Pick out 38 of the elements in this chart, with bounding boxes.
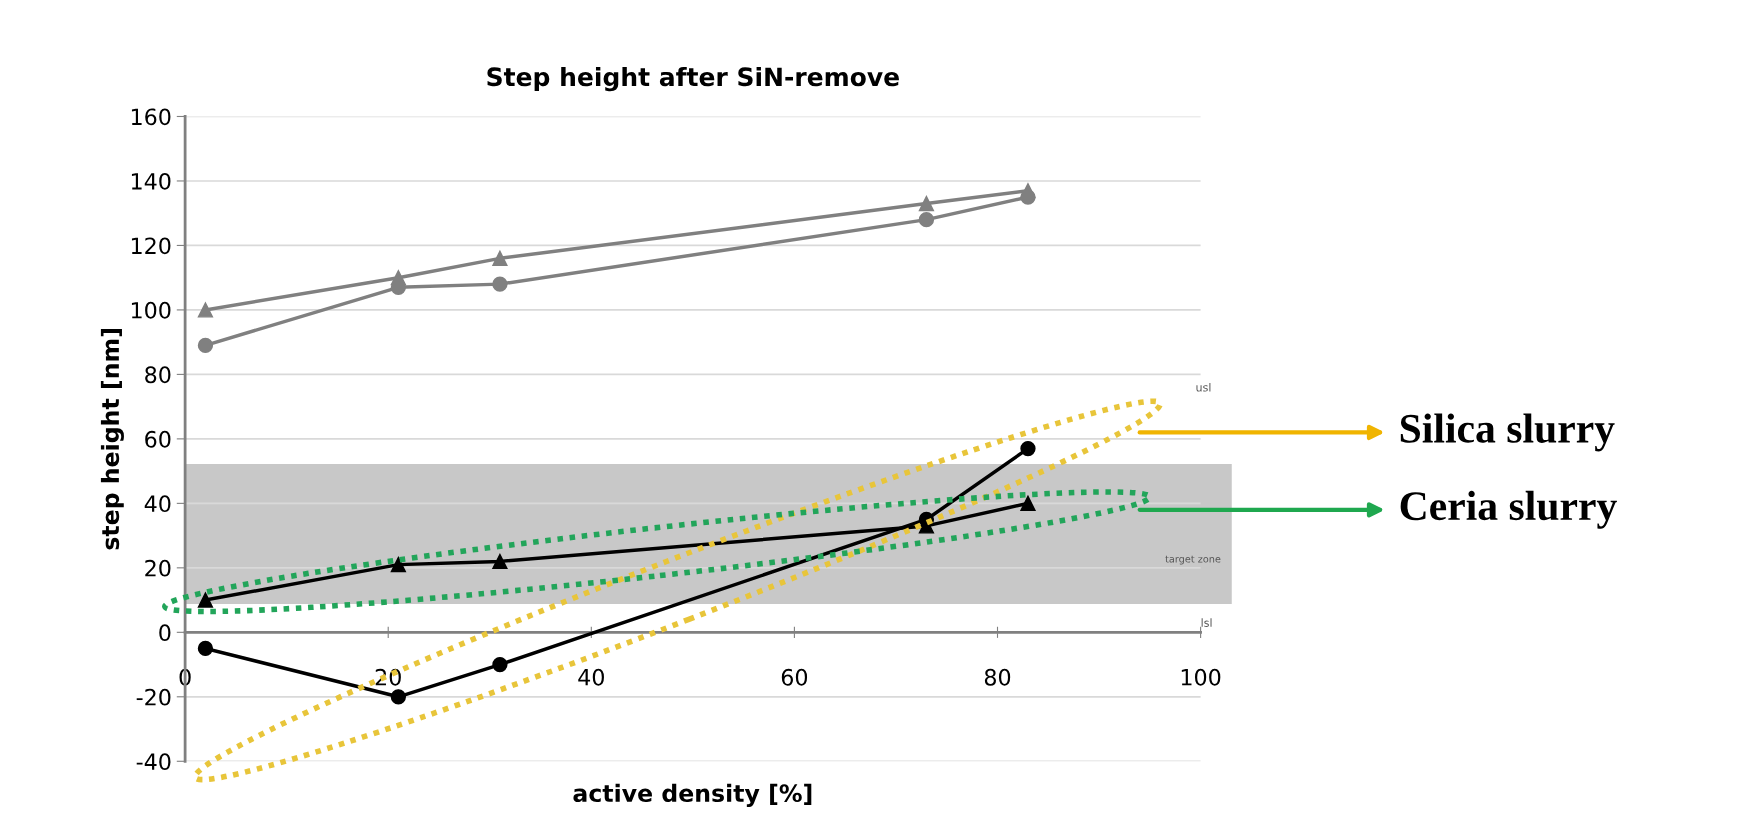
point bbox=[197, 337, 214, 354]
y-tick-label: 80 bbox=[145, 366, 171, 384]
point bbox=[492, 250, 508, 266]
x-tick-label: 60 bbox=[781, 668, 808, 686]
x-tick-label: 100 bbox=[1181, 668, 1221, 686]
point bbox=[918, 195, 935, 212]
chart-title: Step height after SiN-remove bbox=[487, 66, 899, 92]
y-tick-label: 0 bbox=[159, 624, 171, 642]
y-tick-label: 140 bbox=[131, 172, 171, 190]
text: Silica slurry bbox=[1400, 413, 1615, 452]
text: lsl bbox=[1201, 618, 1212, 627]
point bbox=[492, 656, 508, 673]
point bbox=[1020, 440, 1036, 457]
text: Ceria slurry bbox=[1400, 490, 1617, 529]
x-tick-label: 40 bbox=[578, 668, 604, 686]
point bbox=[197, 640, 214, 657]
band-label: target zone bbox=[1165, 555, 1221, 565]
y-tick-label: 100 bbox=[131, 301, 171, 319]
point bbox=[197, 302, 214, 318]
x-tick-label: 80 bbox=[984, 668, 1011, 686]
point bbox=[492, 553, 508, 570]
point bbox=[1020, 189, 1036, 205]
point bbox=[1020, 495, 1036, 511]
y-tick-label: 60 bbox=[145, 430, 171, 448]
y-tick-label: -40 bbox=[136, 753, 171, 771]
annotation: usl bbox=[1196, 382, 1211, 392]
point bbox=[390, 556, 407, 573]
y-axis-title: step height [nm] bbox=[100, 329, 124, 550]
point bbox=[390, 689, 407, 705]
point bbox=[492, 276, 508, 292]
y-tick-label: 20 bbox=[145, 559, 171, 577]
y-tick-label: 160 bbox=[131, 108, 171, 126]
x-axis-title: active density [%] bbox=[573, 783, 812, 807]
y-tick-label: 40 bbox=[144, 495, 171, 513]
y-tick-label: -20 bbox=[136, 688, 171, 706]
y-tick-label: 120 bbox=[131, 237, 171, 255]
point bbox=[197, 592, 214, 608]
point bbox=[918, 212, 935, 228]
